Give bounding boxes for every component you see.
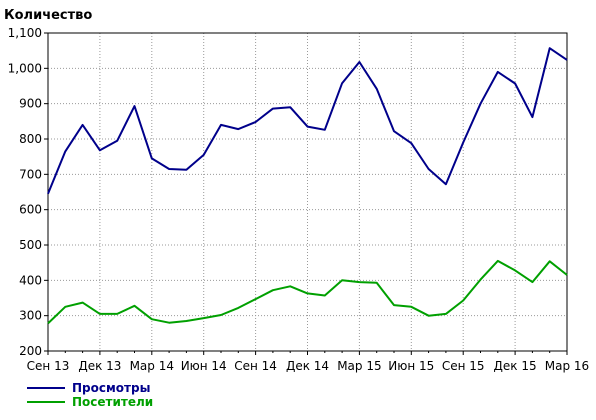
y-tick-label: 200 (19, 344, 42, 358)
y-tick-label: 1,000 (8, 61, 42, 75)
y-tick-label: 400 (19, 273, 42, 287)
x-tick-label: Мар 16 (545, 359, 589, 373)
y-tick-label: 600 (19, 203, 42, 217)
series-line-1 (47, 259, 568, 325)
x-tick-label: Сен 14 (234, 359, 277, 373)
legend-label-0: Просмотры (72, 381, 150, 395)
y-tick-label: 900 (19, 97, 42, 111)
y-axis-title: Количество (4, 8, 92, 23)
y-tick-label: 1,100 (8, 26, 42, 40)
x-tick-label: Июн 14 (181, 359, 227, 373)
x-tick-label: Июн 15 (388, 359, 434, 373)
x-tick-label: Дек 14 (286, 359, 329, 373)
y-tick-label: 800 (19, 132, 42, 146)
x-tick-label: Дек 13 (78, 359, 121, 373)
y-tick-label: 700 (19, 167, 42, 181)
series-lines (47, 47, 568, 325)
legend-label-1: Посетители (72, 395, 153, 409)
x-axis: Сен 13 Дек 13 Мар 14 Июн 14 Сен 14 Дек 14 Мар … (27, 351, 589, 373)
y-tick-label: 300 (19, 309, 42, 323)
y-axis: 200 300 400 500 600 700 800 900 1,000 1,100 (8, 26, 48, 358)
x-tick-label: Сен 13 (27, 359, 70, 373)
x-tick-label: Дек 15 (494, 359, 537, 373)
x-tick-label: Сен 15 (442, 359, 485, 373)
x-tick-label: Мар 15 (337, 359, 381, 373)
x-tick-label: Мар 14 (130, 359, 174, 373)
series-line-0 (47, 47, 568, 195)
gridlines (48, 33, 567, 351)
y-tick-label: 500 (19, 238, 42, 252)
